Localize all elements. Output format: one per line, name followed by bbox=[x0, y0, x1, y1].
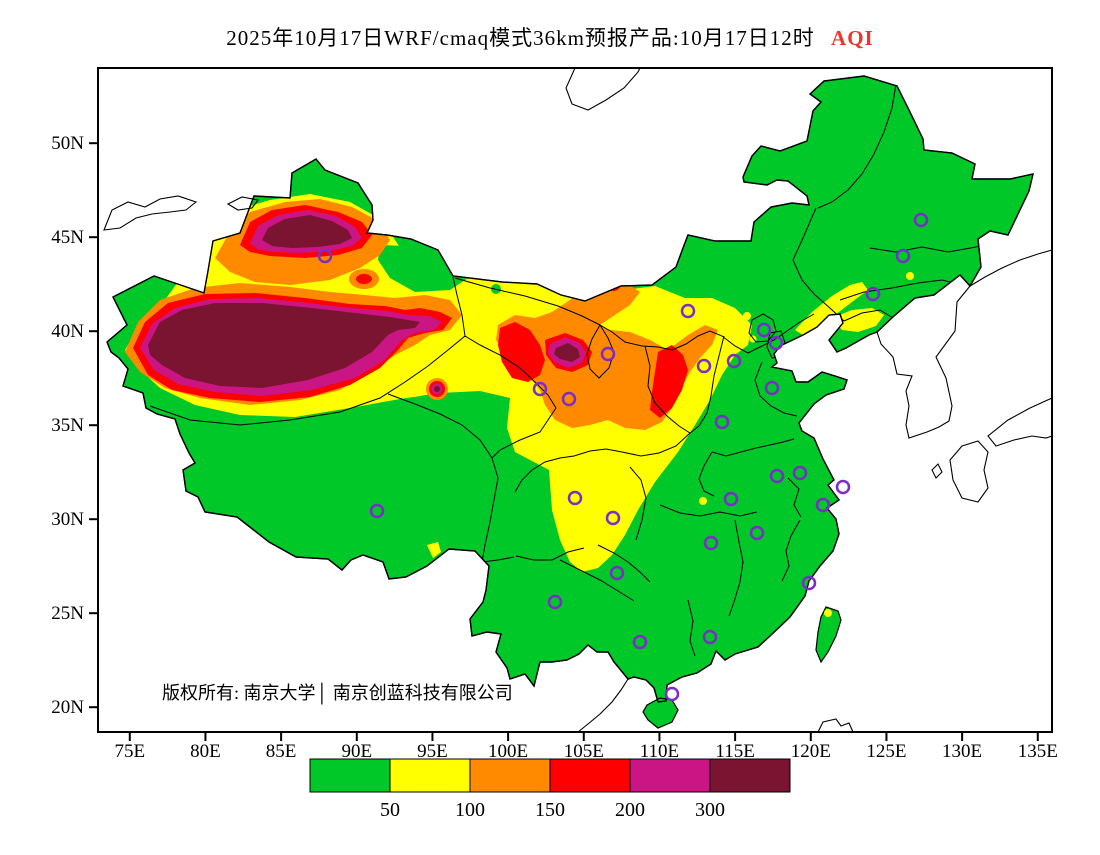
contour-yellow-se-tibet bbox=[427, 542, 441, 558]
city-marker-harbin bbox=[913, 212, 929, 228]
city-marker-shenyang bbox=[865, 286, 881, 302]
copyright-text: 版权所有: 南京大学│ 南京创蓝科技有限公司 bbox=[162, 682, 513, 705]
x-tick-label: 95E bbox=[417, 741, 448, 762]
x-tick-label: 110E bbox=[640, 741, 679, 762]
contour-yellow-dot bbox=[699, 497, 707, 505]
city-marker-guangzhou bbox=[702, 629, 718, 645]
colorbar-segment bbox=[549, 758, 631, 793]
national-border bbox=[106, 75, 1034, 703]
contour-yellow-taiwan-spot bbox=[824, 609, 832, 617]
city-marker-xining bbox=[532, 381, 548, 397]
colorbar-level-label: 200 bbox=[615, 799, 645, 821]
city-marker-wuhan bbox=[723, 491, 739, 507]
y-tick-label: 40N bbox=[51, 321, 84, 342]
colorbar-level-label: 100 bbox=[455, 799, 485, 821]
x-tick-label: 115E bbox=[715, 741, 754, 762]
colorbar-segment bbox=[389, 758, 471, 793]
y-tick-label: 30N bbox=[51, 509, 84, 530]
y-tick-label: 45N bbox=[51, 227, 84, 248]
contour-red-spot bbox=[356, 274, 372, 284]
city-marker-chongqing bbox=[605, 510, 621, 526]
city-marker-kunming bbox=[547, 594, 563, 610]
city-marker-hefei bbox=[769, 468, 785, 484]
neighbour-coastlines bbox=[103, 67, 1053, 733]
figure-title: 2025年10月17日WRF/cmaq模式36km预报产品:10月17日12时 … bbox=[226, 26, 873, 50]
colorbar-level-label: 50 bbox=[380, 799, 400, 821]
contour-yellow-liaoning-2 bbox=[832, 308, 884, 332]
y-tick-label: 35N bbox=[51, 415, 84, 436]
city-marker-nanjing bbox=[792, 465, 808, 481]
contour-orange-spot bbox=[555, 277, 585, 293]
figure-title-main: 2025年10月17日WRF/cmaq模式36km预报产品:10月17日12时 bbox=[226, 26, 815, 50]
y-tick-label: 25N bbox=[51, 603, 84, 624]
x-tick-label: 135E bbox=[1018, 741, 1058, 762]
city-marker-lhasa bbox=[369, 503, 385, 519]
contour-maroon-lanzhou bbox=[554, 343, 580, 362]
contour-yellow-dot bbox=[906, 272, 914, 280]
hainan-island bbox=[642, 697, 679, 729]
city-marker-beijing bbox=[756, 322, 772, 338]
city-marker-guiyang bbox=[609, 565, 625, 581]
city-marker-shijiazhuang bbox=[726, 353, 742, 369]
city-marker-nanning bbox=[632, 634, 648, 650]
contour-maroon-spot bbox=[434, 386, 440, 392]
colorbar-segment bbox=[709, 758, 791, 793]
x-tick-label: 130E bbox=[942, 741, 982, 762]
colorbar-segment bbox=[309, 758, 391, 793]
city-markers-layer bbox=[317, 212, 929, 702]
contour-red-gansu-west bbox=[498, 322, 545, 382]
city-marker-chengdu bbox=[567, 490, 583, 506]
contour-maroon-tarim bbox=[148, 303, 420, 388]
taiwan-island bbox=[815, 606, 842, 664]
y-tick-label: 50N bbox=[51, 133, 84, 154]
x-tick-label: 80E bbox=[190, 741, 221, 762]
map-frame bbox=[97, 67, 1053, 733]
city-marker-haikou bbox=[664, 686, 680, 702]
aqi-colorbar-legend: 50 100 150 200 300 bbox=[309, 758, 791, 821]
x-tick-label: 100E bbox=[488, 741, 528, 762]
colorbar-level-label: 150 bbox=[535, 799, 565, 821]
colorbar-level-label: 300 bbox=[695, 799, 725, 821]
city-marker-yinchuan bbox=[600, 346, 616, 362]
x-tick-label: 105E bbox=[564, 741, 604, 762]
city-marker-hohhot bbox=[680, 303, 696, 319]
x-tick-label: 120E bbox=[791, 741, 831, 762]
city-marker-urumqi bbox=[317, 248, 333, 264]
contour-yellow-dot bbox=[743, 312, 751, 320]
city-marker-taiyuan bbox=[696, 358, 712, 374]
contour-red-shanxi-band bbox=[650, 345, 688, 418]
x-tick-label: 125E bbox=[866, 741, 906, 762]
colorbar-segment bbox=[629, 758, 711, 793]
city-marker-jinan bbox=[764, 380, 780, 396]
city-marker-hangzhou bbox=[815, 497, 831, 513]
city-marker-lanzhou bbox=[561, 391, 577, 407]
x-tick-label: 75E bbox=[114, 741, 145, 762]
x-tick-label: 85E bbox=[266, 741, 297, 762]
city-marker-fuzhou bbox=[801, 575, 817, 591]
contour-maroon-junggar bbox=[262, 215, 352, 248]
city-marker-changsha bbox=[703, 535, 719, 551]
y-tick-label: 20N bbox=[51, 697, 84, 718]
figure-title-variable: AQI bbox=[831, 26, 874, 50]
y-axis-latitude: 50N 45N 40N 35N 30N 25N 20N bbox=[51, 133, 98, 718]
city-marker-tianjin bbox=[768, 335, 784, 351]
x-axis-longitude: 75E 80E 85E 90E 95E 100E 105E 110E 115E 120E 125E 1… bbox=[114, 732, 1058, 762]
aqi-contour-layers bbox=[125, 83, 1006, 657]
city-marker-nanchang bbox=[749, 525, 765, 541]
city-marker-shanghai bbox=[835, 479, 851, 495]
colorbar-segment bbox=[469, 758, 551, 793]
x-tick-label: 90E bbox=[341, 741, 372, 762]
city-marker-changchun bbox=[895, 248, 911, 264]
city-marker-zhengzhou bbox=[714, 414, 730, 430]
